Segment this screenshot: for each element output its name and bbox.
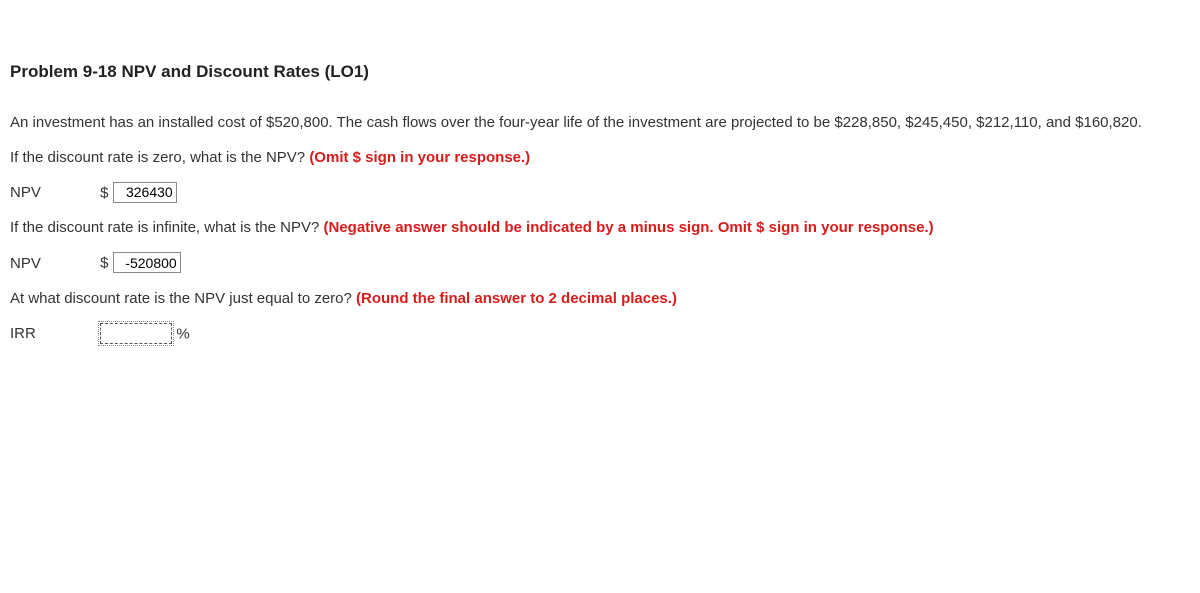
problem-intro: An investment has an installed cost of $…: [10, 112, 1190, 133]
question-1-text: If the discount rate is zero, what is th…: [10, 149, 309, 166]
npv2-input[interactable]: [113, 252, 181, 273]
problem-title: Problem 9-18 NPV and Discount Rates (LO1…: [10, 60, 1190, 84]
question-2: If the discount rate is infinite, what i…: [10, 217, 1190, 238]
answer-row-npv2: NPV $: [10, 252, 1190, 274]
question-1: If the discount rate is zero, what is th…: [10, 147, 1190, 168]
question-2-text: If the discount rate is infinite, what i…: [10, 219, 324, 236]
npv2-prefix: $: [100, 255, 108, 272]
answer-row-irr: IRR %: [10, 323, 1190, 345]
irr-input[interactable]: [100, 323, 172, 344]
question-2-instruction: (Negative answer should be indicated by …: [324, 219, 934, 236]
npv1-label: NPV: [10, 182, 96, 203]
question-1-instruction: (Omit $ sign in your response.): [309, 149, 530, 166]
answer-row-npv1: NPV $: [10, 182, 1190, 204]
irr-suffix: %: [176, 325, 189, 342]
npv2-label: NPV: [10, 253, 96, 274]
question-3-text: At what discount rate is the NPV just eq…: [10, 290, 356, 307]
question-3: At what discount rate is the NPV just eq…: [10, 288, 1190, 309]
npv1-input[interactable]: [113, 182, 177, 203]
npv1-prefix: $: [100, 184, 108, 201]
irr-label: IRR: [10, 323, 96, 344]
question-3-instruction: (Round the final answer to 2 decimal pla…: [356, 290, 677, 307]
